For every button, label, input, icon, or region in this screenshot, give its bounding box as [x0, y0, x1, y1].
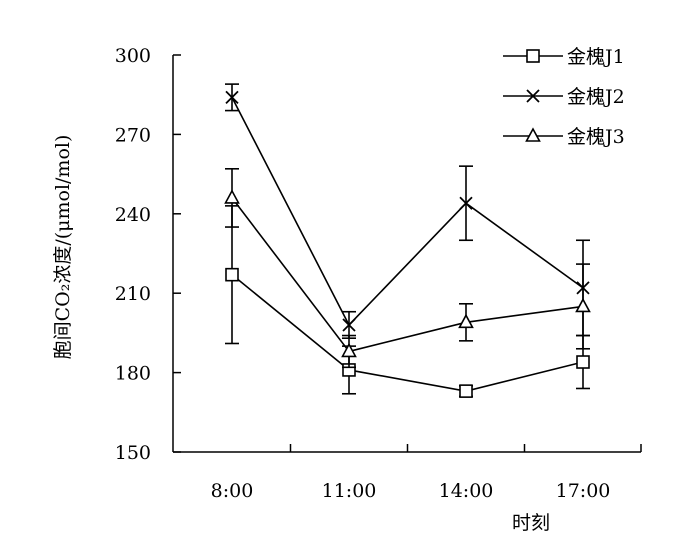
x-tick-label: 14:00 — [439, 480, 494, 502]
series-line — [231, 96, 584, 327]
legend-item: 金槐J2 — [503, 86, 625, 108]
legend-item: 金槐J1 — [503, 46, 625, 68]
legend-item: 金槐J3 — [503, 126, 625, 148]
legend-marker — [526, 49, 540, 63]
x-axis-title: 时刻 — [512, 512, 550, 534]
y-ticks: 150 180 210 240 270 300 — [115, 45, 181, 464]
plot-axes: 150 180 210 240 270 300 8:00 11:00 14:00 17:00 — [115, 45, 642, 502]
y-tick-label: 300 — [115, 45, 151, 67]
legend-marker — [526, 89, 540, 103]
y-axis-title: 胞间CO₂浓度/(μmol/mol) — [52, 135, 74, 360]
legend-label: 金槐J1 — [567, 46, 625, 68]
x-tick-label: 8:00 — [211, 480, 254, 502]
data-point — [225, 90, 239, 104]
series-line — [231, 197, 584, 353]
y-tick-label: 270 — [115, 124, 151, 146]
series-line — [231, 274, 584, 392]
data-point — [342, 318, 356, 332]
y-tick-label: 240 — [115, 204, 151, 226]
y-tick-label: 210 — [115, 283, 151, 305]
series-layer — [224, 83, 591, 398]
legend-label: 金槐J2 — [567, 86, 625, 108]
series-1 — [225, 205, 590, 398]
legend-marker — [525, 127, 541, 142]
data-point — [575, 297, 591, 313]
data-point — [224, 189, 240, 204]
data-point — [458, 313, 474, 329]
data-point — [459, 384, 473, 398]
series-2 — [225, 83, 590, 339]
x-tick-label: 11:00 — [322, 480, 377, 502]
legend-label: 金槐J3 — [567, 126, 625, 148]
legend: 金槐J1 金槐J2 金槐J3 — [503, 46, 625, 148]
data-point — [459, 196, 473, 210]
data-point — [576, 355, 590, 369]
data-point — [341, 342, 357, 358]
y-tick-label: 150 — [115, 442, 151, 464]
y-tick-label: 180 — [115, 363, 151, 385]
series-3 — [224, 168, 591, 369]
x-ticks: 8:00 11:00 14:00 17:00 — [211, 444, 642, 502]
data-point — [225, 267, 239, 282]
x-tick-label: 17:00 — [556, 480, 611, 502]
